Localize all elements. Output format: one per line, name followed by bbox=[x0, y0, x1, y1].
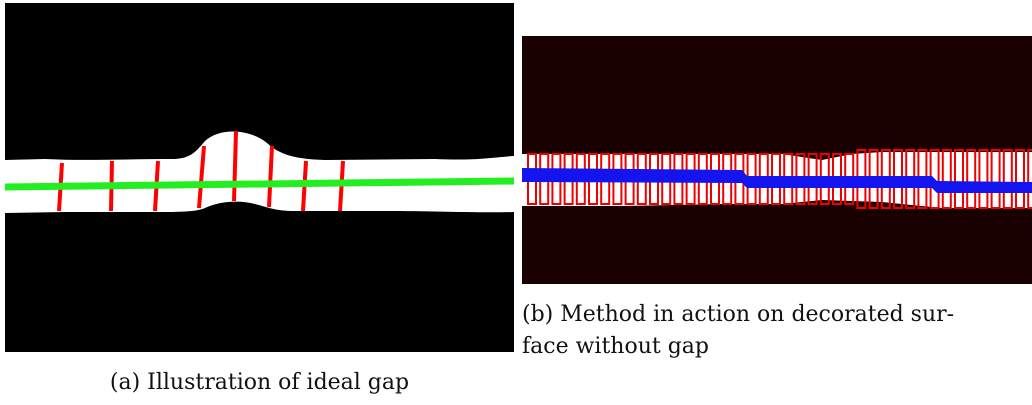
caption-a: (a) Illustration of ideal gap bbox=[0, 370, 519, 395]
caption-b-line-2: face without gap bbox=[522, 334, 709, 359]
decorated-surface-image bbox=[522, 36, 1032, 284]
ideal-gap-image bbox=[5, 3, 514, 352]
page: (a) Illustration of ideal gap (b) Method… bbox=[0, 0, 1032, 405]
caption-b-line-1: (b) Method in action on decorated sur- bbox=[522, 302, 954, 327]
